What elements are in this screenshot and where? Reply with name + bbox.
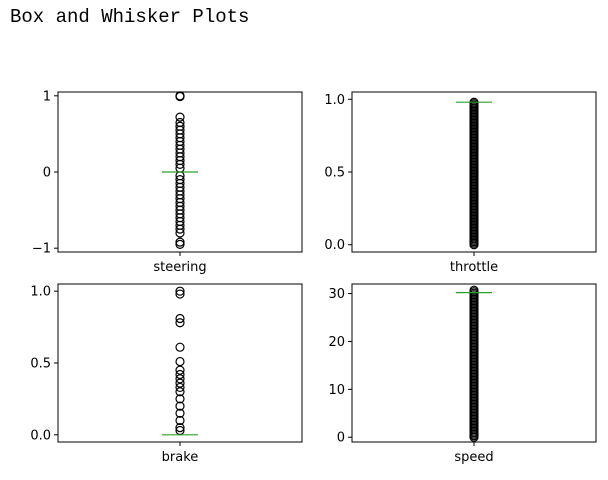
outlier-point <box>175 369 185 380</box>
y-tick-label: 0.0 <box>30 428 51 443</box>
y-tick-label: 30 <box>328 287 345 302</box>
outlier-point <box>175 318 185 328</box>
x-category-label: speed <box>454 450 493 465</box>
y-tick-label: 1.0 <box>324 93 345 108</box>
outlier-point <box>175 356 185 367</box>
outlier-point <box>175 382 185 393</box>
outlier-point <box>175 374 185 384</box>
plot-area-frame <box>57 283 303 443</box>
outlier-point <box>175 394 185 404</box>
outlier-point <box>175 387 185 397</box>
box-plot-panel-throttle: 0.0 0.5 1.0 throttle <box>324 91 597 275</box>
outlier-band <box>469 285 479 442</box>
page-title: Box and Whisker Plots <box>10 6 250 28</box>
outlier-point <box>175 408 185 418</box>
y-tick-label: 0 <box>43 166 51 181</box>
outlier-point <box>175 423 185 433</box>
box-plot-panel-steering: −1 0 1 steering <box>32 89 303 275</box>
outlier-point <box>175 91 185 102</box>
outlier-point <box>175 239 185 249</box>
y-tick-label: 20 <box>328 335 345 350</box>
y-tick-label: 10 <box>328 383 345 398</box>
outlier-point <box>175 313 185 324</box>
outlier-point <box>175 224 185 234</box>
outlier-point <box>469 285 479 295</box>
y-tick-label: 1.0 <box>30 285 51 300</box>
box-plot-panel-speed: 0 10 20 30 speed <box>328 283 597 465</box>
box-plot-panel-brake: 0.0 0.5 1.0 brake <box>30 283 303 465</box>
outlier-band <box>469 97 479 250</box>
x-category-label: brake <box>162 450 199 465</box>
outlier-point <box>175 401 185 411</box>
y-tick-label: 0.0 <box>324 238 345 253</box>
y-tick-label: −1 <box>32 242 51 257</box>
outlier-point <box>175 112 185 122</box>
outlier-point <box>175 228 185 238</box>
outlier-point <box>175 289 185 299</box>
outlier-point <box>175 237 185 247</box>
outlier-point <box>175 378 185 388</box>
x-category-label: steering <box>153 260 206 275</box>
y-tick-label: 0.5 <box>324 166 345 181</box>
outlier-point <box>175 159 185 169</box>
y-tick-label: 0 <box>337 431 345 446</box>
outlier-point <box>175 365 185 375</box>
outlier-point <box>175 342 185 352</box>
x-category-label: throttle <box>450 260 498 275</box>
outlier-point <box>175 286 185 296</box>
y-tick-label: 1 <box>43 89 51 104</box>
outlier-point <box>175 415 185 426</box>
y-tick-label: 0.5 <box>30 357 51 372</box>
